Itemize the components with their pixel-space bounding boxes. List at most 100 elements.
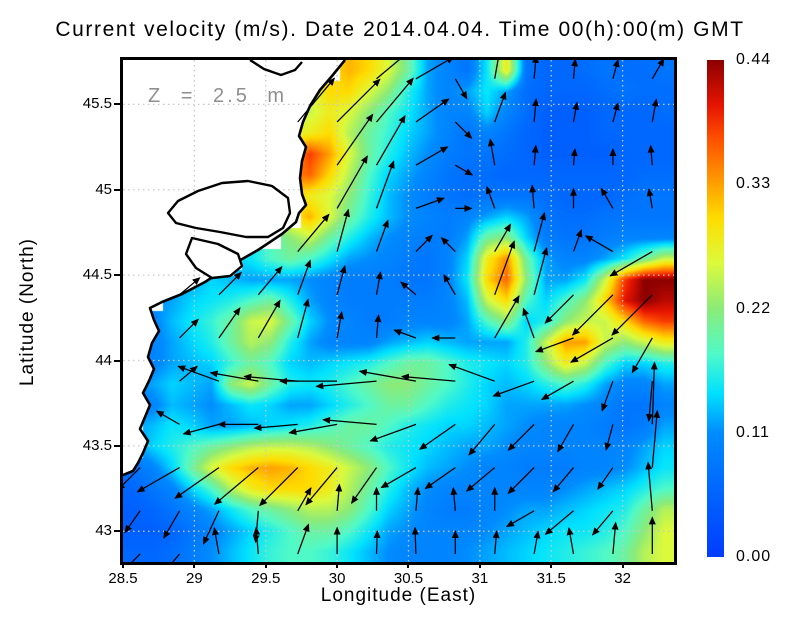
velocity-arrow: [611, 521, 619, 555]
velocity-arrow: [534, 337, 574, 353]
x-tick-mark: [621, 562, 624, 568]
velocity-arrow: [415, 98, 450, 123]
velocity-arrow: [600, 187, 614, 209]
velocity-arrow: [609, 251, 653, 277]
velocity-arrow: [375, 160, 395, 209]
velocity-arrow: [297, 487, 312, 512]
colorbar-tick-label: 0.33: [736, 175, 772, 193]
velocity-arrow: [601, 380, 614, 412]
velocity-arrow: [646, 188, 654, 209]
velocity-arrow: [380, 467, 417, 489]
velocity-arrow: [335, 483, 343, 511]
y-tick-mark: [114, 359, 120, 362]
lagoon-contour: [184, 236, 244, 280]
velocity-arrow: [413, 486, 421, 511]
velocity-arrows: [123, 60, 665, 562]
y-tick-label: 45: [95, 180, 112, 198]
lagoon-contour: [166, 179, 292, 239]
velocity-arrow: [136, 467, 180, 493]
velocity-arrow: [400, 281, 417, 296]
y-tick-label: 43: [95, 522, 112, 540]
velocity-arrow: [418, 423, 456, 450]
velocity-arrow: [465, 467, 496, 492]
velocity-arrow: [645, 461, 653, 511]
y-tick-mark: [114, 530, 120, 533]
colorbar-tick-label: 0.00: [736, 548, 772, 565]
velocity-arrow: [552, 467, 574, 493]
velocity-arrow: [376, 77, 414, 123]
x-tick-label: 29: [186, 570, 203, 587]
x-tick-mark: [407, 562, 410, 568]
velocity-arrow: [651, 98, 659, 123]
x-tick-label: 31.5: [536, 570, 566, 587]
velocity-arrow: [351, 467, 378, 504]
velocity-arrow: [182, 423, 220, 436]
x-tick-mark: [122, 562, 124, 568]
velocity-arrow: [604, 424, 614, 451]
velocity-arrow: [647, 144, 655, 166]
velocity-arrow: [253, 526, 261, 555]
velocity-arrow: [529, 184, 537, 209]
velocity-arrow: [651, 60, 665, 80]
velocity-arrow: [297, 213, 330, 252]
figure-title: Current velocity (m/s). Date 2014.04.04.…: [55, 18, 745, 41]
velocity-arrow: [531, 144, 539, 166]
velocity-arrow: [375, 114, 406, 166]
land-fill: [123, 60, 345, 475]
velocity-arrow: [212, 526, 220, 555]
velocity-arrow: [505, 510, 535, 528]
depth-annotation: Z = 2.5 m: [148, 85, 288, 107]
velocity-arrow: [566, 526, 575, 555]
velocity-arrow: [297, 259, 312, 295]
velocity-arrow: [424, 467, 456, 490]
velocity-arrow: [507, 467, 535, 495]
velocity-arrow: [155, 410, 180, 425]
x-axis-label: Longitude (East): [320, 585, 477, 606]
velocity-arrow: [257, 265, 283, 296]
velocity-arrow: [415, 60, 455, 80]
velocity-arrow: [557, 424, 575, 453]
velocity-arrow: [336, 78, 381, 123]
x-tick-label: 30: [328, 570, 346, 587]
coastline-path: [123, 60, 347, 477]
velocity-arrow: [179, 365, 198, 382]
x-tick-mark: [550, 562, 553, 568]
map-overlay: [123, 60, 674, 562]
velocity-arrow: [492, 380, 535, 397]
river-path: [249, 60, 303, 77]
velocity-arrow: [336, 155, 368, 209]
velocity-arrow: [651, 409, 661, 468]
velocity-arrow: [257, 299, 281, 339]
velocity-arrow: [494, 91, 507, 123]
x-tick-mark: [478, 562, 481, 568]
velocity-arrow: [645, 381, 653, 423]
velocity-arrow: [322, 416, 377, 425]
y-tick-label: 45.5: [82, 95, 112, 113]
velocity-arrow: [202, 510, 220, 545]
velocity-arrow: [179, 277, 201, 296]
velocity-arrow: [174, 467, 220, 499]
velocity-arrow: [213, 467, 259, 505]
x-tick-label: 31: [471, 570, 489, 587]
velocity-arrow: [571, 294, 614, 336]
velocity-arrow: [358, 369, 417, 382]
colorbar-tick-label: 0.11: [736, 423, 770, 441]
colorbar-tick-label: 0.44: [736, 51, 772, 68]
velocity-arrow: [544, 294, 574, 324]
velocity-arrow: [571, 60, 579, 79]
x-tick-label: 28.5: [108, 570, 138, 587]
velocity-arrow: [494, 223, 512, 252]
velocity-arrow: [171, 553, 181, 562]
velocity-arrow: [612, 60, 620, 79]
velocity-arrow: [336, 310, 344, 339]
velocity-arrow: [177, 365, 220, 382]
velocity-arrow: [393, 329, 417, 339]
velocity-arrow: [454, 78, 468, 100]
x-tick-mark: [336, 562, 339, 568]
velocity-arrow: [305, 467, 338, 506]
velocity-arrow: [375, 219, 389, 252]
velocity-arrow: [218, 307, 241, 339]
x-tick-label: 30.5: [393, 570, 424, 587]
velocity-arrow: [440, 237, 456, 253]
